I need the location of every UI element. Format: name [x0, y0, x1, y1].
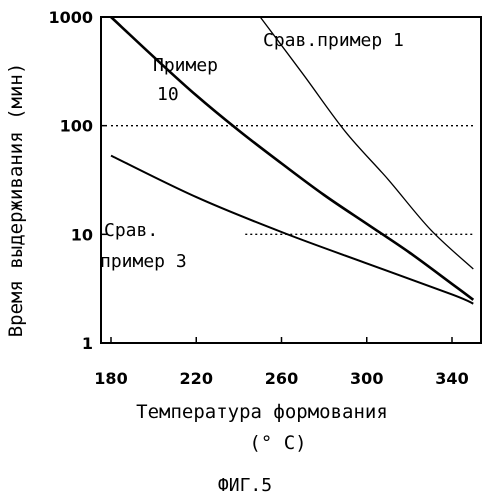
- reference-lines: [111, 126, 473, 235]
- x-tick-label: 220: [180, 369, 213, 388]
- series-label-srav-primer-3-line1: Срав.: [104, 220, 158, 241]
- x-axis-ticks: 180 220 260 300 340: [94, 337, 468, 388]
- figure-caption: ФИГ.5: [218, 475, 272, 496]
- series-line-3: [111, 156, 473, 304]
- x-tick-label: 300: [350, 369, 383, 388]
- x-tick-label: 260: [265, 369, 298, 388]
- y-axis-ticks: 1000 100 10 1: [48, 8, 107, 353]
- x-tick-label: 340: [435, 369, 468, 388]
- series-label-primer-10-line2: 10: [157, 84, 179, 105]
- x-axis-unit: (° C): [249, 432, 306, 454]
- series-line-1: [260, 17, 473, 269]
- y-axis-title: Время выдерживания (мин): [5, 63, 27, 338]
- x-tick-label: 180: [94, 369, 127, 388]
- y-tick-label: 1000: [48, 8, 93, 27]
- y-tick-label: 1: [82, 334, 93, 353]
- x-axis-title: Температура формования: [136, 401, 388, 423]
- y-tick-label: 10: [71, 225, 93, 244]
- series-label-primer-10-line1: Пример: [153, 55, 218, 76]
- y-tick-label: 100: [60, 117, 93, 136]
- series-label-srav-primer-3-line2: пример 3: [100, 251, 187, 272]
- series-label-srav-primer-1: Срав.пример 1: [263, 30, 404, 51]
